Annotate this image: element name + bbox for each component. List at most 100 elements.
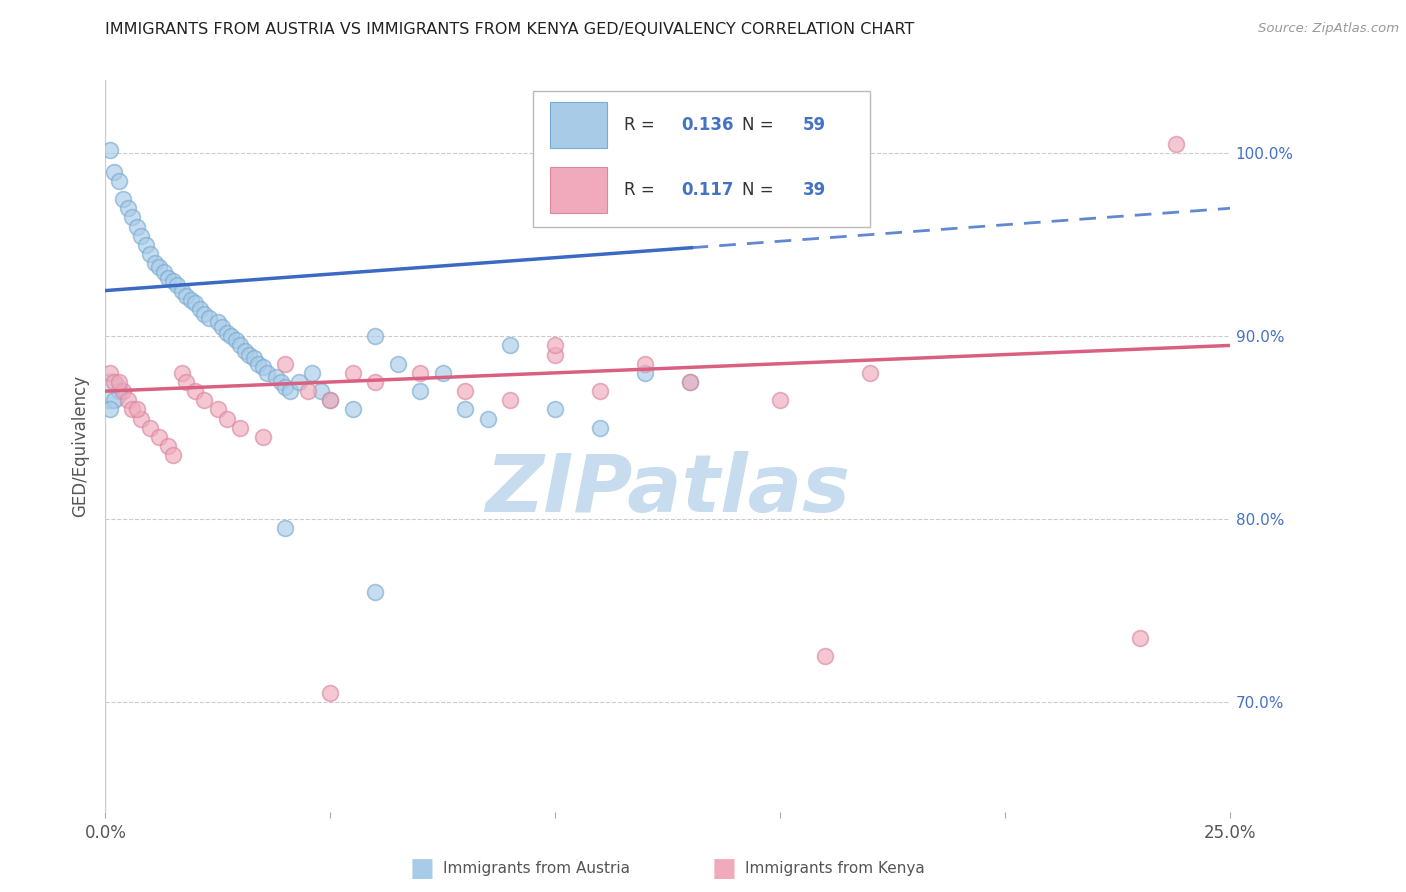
Point — [1166, 137, 1188, 152]
Text: Immigrants from Austria: Immigrants from Austria — [443, 862, 630, 876]
Point — [215, 326, 238, 340]
Point — [125, 402, 148, 417]
Point — [301, 366, 323, 380]
Point — [342, 402, 364, 417]
Point — [499, 338, 522, 352]
Point — [125, 219, 148, 234]
Point — [342, 366, 364, 380]
Point — [233, 343, 256, 358]
Point — [1129, 631, 1152, 645]
Point — [589, 421, 612, 435]
Point — [454, 402, 477, 417]
Point — [247, 357, 270, 371]
Point — [544, 402, 567, 417]
Point — [108, 174, 131, 188]
Point — [211, 320, 233, 334]
Point — [153, 265, 176, 279]
Point — [121, 211, 143, 225]
Point — [278, 384, 301, 399]
Point — [170, 366, 193, 380]
Point — [288, 375, 311, 389]
Point — [135, 238, 157, 252]
Point — [188, 301, 211, 316]
Point — [274, 521, 297, 535]
Point — [297, 384, 319, 399]
Point — [544, 338, 567, 352]
Point — [769, 393, 792, 408]
Point — [98, 384, 121, 399]
Point — [266, 369, 288, 384]
Point — [157, 439, 180, 453]
Point — [256, 366, 278, 380]
Point — [270, 375, 292, 389]
Point — [207, 402, 229, 417]
Point — [454, 384, 477, 399]
Point — [221, 329, 243, 343]
Point — [157, 270, 180, 285]
Point — [679, 375, 702, 389]
Point — [589, 384, 612, 399]
Point — [148, 430, 170, 444]
Point — [207, 315, 229, 329]
Point — [162, 275, 184, 289]
Point — [477, 411, 499, 425]
Text: ZIPatlas: ZIPatlas — [485, 450, 851, 529]
Point — [243, 351, 266, 366]
Point — [238, 348, 260, 362]
Point — [148, 260, 170, 274]
Text: IMMIGRANTS FROM AUSTRIA VS IMMIGRANTS FROM KENYA GED/EQUIVALENCY CORRELATION CHA: IMMIGRANTS FROM AUSTRIA VS IMMIGRANTS FR… — [105, 22, 915, 37]
Point — [432, 366, 454, 380]
Point — [679, 375, 702, 389]
Text: ■: ■ — [409, 855, 434, 882]
Point — [274, 380, 297, 394]
Point — [108, 384, 131, 399]
Point — [98, 366, 121, 380]
Point — [364, 375, 387, 389]
Point — [180, 293, 202, 307]
Point — [117, 202, 139, 216]
Text: Source: ZipAtlas.com: Source: ZipAtlas.com — [1258, 22, 1399, 36]
Point — [176, 375, 198, 389]
Point — [139, 247, 162, 261]
Point — [193, 393, 215, 408]
Point — [112, 384, 135, 399]
Point — [364, 329, 387, 343]
Point — [859, 366, 882, 380]
Y-axis label: GED/Equivalency: GED/Equivalency — [72, 375, 90, 517]
Point — [544, 348, 567, 362]
Point — [193, 307, 215, 321]
Point — [184, 384, 207, 399]
Point — [229, 338, 252, 352]
Point — [319, 393, 342, 408]
Point — [166, 278, 188, 293]
Point — [131, 411, 153, 425]
Point — [252, 430, 274, 444]
Text: Immigrants from Kenya: Immigrants from Kenya — [745, 862, 925, 876]
Point — [634, 357, 657, 371]
Point — [143, 256, 166, 270]
Point — [409, 366, 432, 380]
Point — [225, 333, 247, 347]
Text: ■: ■ — [711, 855, 737, 882]
Point — [103, 375, 125, 389]
Point — [103, 164, 125, 178]
Point — [274, 357, 297, 371]
Point — [176, 289, 198, 303]
Point — [311, 384, 333, 399]
Point — [499, 393, 522, 408]
Point — [319, 686, 342, 700]
Point — [409, 384, 432, 399]
Point — [121, 402, 143, 417]
Point — [131, 228, 153, 243]
Point — [117, 393, 139, 408]
Point — [170, 284, 193, 298]
Point — [98, 402, 121, 417]
Point — [162, 448, 184, 462]
Point — [364, 585, 387, 599]
Point — [814, 649, 837, 664]
Point — [112, 192, 135, 206]
Point — [139, 421, 162, 435]
Point — [252, 360, 274, 375]
Point — [184, 296, 207, 310]
Point — [103, 393, 125, 408]
